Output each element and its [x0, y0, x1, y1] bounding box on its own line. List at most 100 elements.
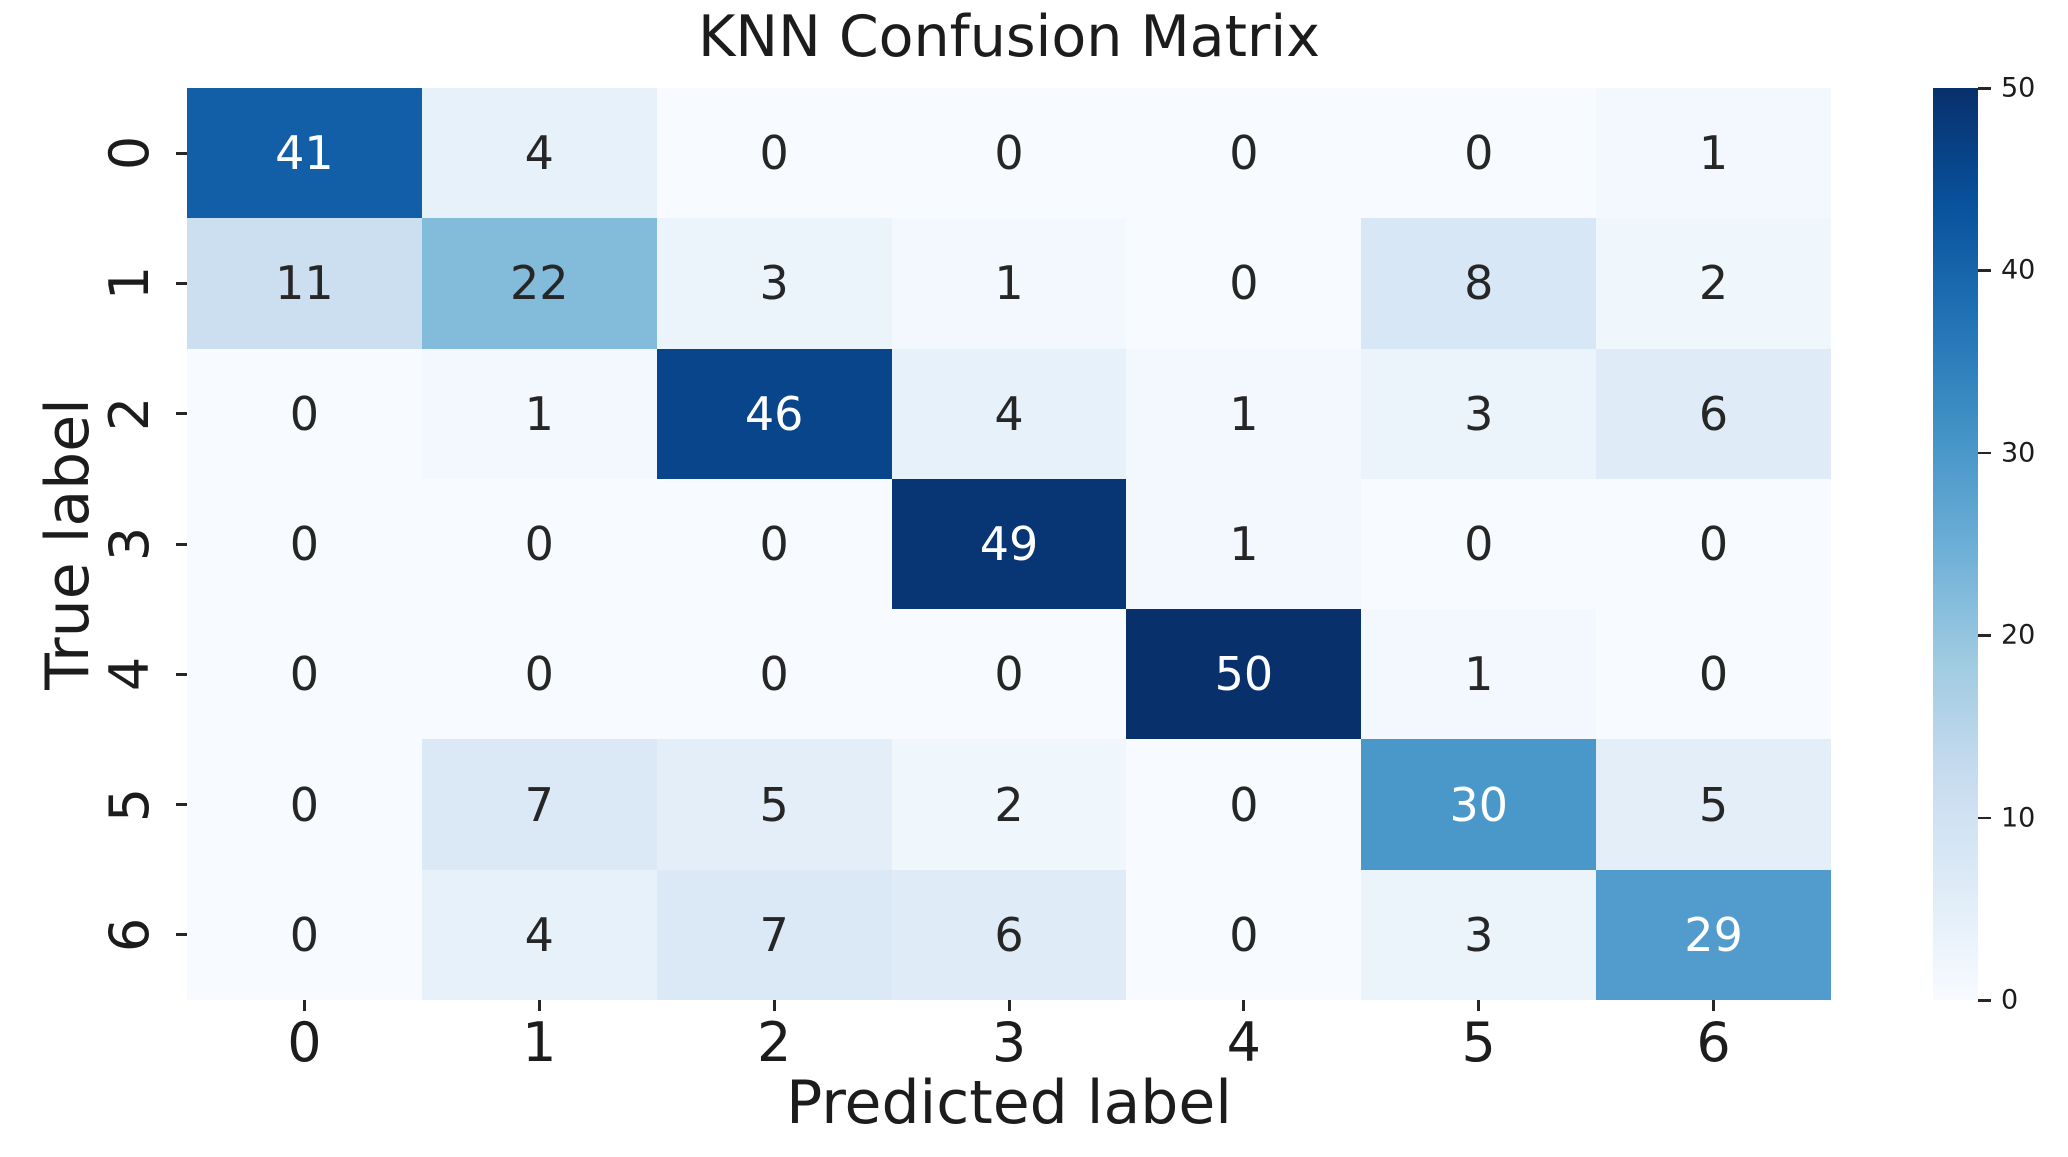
y-tick-label: 4: [98, 657, 161, 692]
heatmap-cell: 3: [656, 218, 892, 349]
heatmap-cell: 0: [891, 609, 1127, 740]
cell-annotation: 1: [1229, 386, 1259, 441]
cell-annotation: 0: [1698, 647, 1729, 702]
cell-annotation: 0: [289, 907, 320, 962]
heatmap-cell: 0: [1361, 88, 1597, 219]
cell-annotation: 29: [1684, 907, 1743, 962]
x-tick-mark: [1477, 1000, 1481, 1011]
y-tick-label: 2: [98, 396, 161, 431]
heatmap-cell: 1: [891, 218, 1127, 349]
heatmap-cell: 1: [1361, 609, 1597, 740]
x-tick-mark: [537, 1000, 541, 1011]
heatmap-cell: 0: [891, 88, 1127, 219]
cell-annotation: 2: [994, 777, 1024, 832]
x-tick-label: 3: [991, 1011, 1027, 1074]
cell-annotation: 0: [289, 516, 320, 571]
cell-annotation: 0: [524, 516, 554, 571]
heatmap-cell: 6: [891, 869, 1127, 1000]
x-tick-label: 2: [756, 1011, 792, 1074]
colorbar-tick-mark: [1978, 999, 1991, 1002]
cell-annotation: 11: [275, 256, 334, 311]
cell-annotation: 1: [1229, 516, 1259, 571]
cell-annotation: 3: [1464, 386, 1494, 441]
heatmap-cell: 1: [421, 348, 657, 479]
heatmap-cell: 0: [656, 88, 892, 219]
heatmap-cell: 3: [1361, 348, 1597, 479]
cell-annotation: 5: [1698, 777, 1729, 832]
cell-annotation: 3: [759, 256, 789, 311]
heatmap-cell: 29: [1596, 869, 1831, 1000]
heatmap-cell: 0: [1126, 218, 1362, 349]
cell-annotation: 22: [510, 256, 569, 311]
y-tick-label: 5: [98, 787, 161, 822]
cell-annotation: 7: [524, 777, 554, 832]
cell-annotation: 49: [979, 516, 1039, 571]
heatmap-cell: 4: [421, 88, 657, 219]
chart-title: KNN Confusion Matrix: [698, 4, 1320, 70]
heatmap-cell: 0: [1126, 739, 1362, 870]
cell-annotation: 1: [1464, 647, 1494, 702]
heatmap-cell: 49: [891, 478, 1127, 610]
y-tick-label: 3: [98, 526, 161, 562]
heatmap-cell: 46: [656, 348, 892, 479]
x-tick-mark: [1007, 1000, 1011, 1011]
cell-annotation: 4: [524, 907, 554, 962]
x-tick-mark: [1242, 1000, 1246, 1011]
heatmap-cell: 2: [891, 739, 1127, 870]
cell-annotation: 6: [994, 907, 1024, 962]
colorbar-tick-label: 50: [2001, 72, 2036, 104]
cell-annotation: 30: [1449, 777, 1508, 832]
cell-annotation: 0: [1464, 126, 1494, 181]
cell-annotation: 5: [759, 777, 789, 832]
x-axis-label: Predicted label: [786, 1068, 1232, 1138]
heatmap-cell: 22: [421, 218, 657, 349]
x-tick-mark: [1712, 1000, 1716, 1011]
x-tick-label: 0: [287, 1011, 322, 1074]
heatmap-grid: 41 4 0 0 0 0 1 11 22 3 1 0 8 2 0 1 46 4 1 3 6 0 0 0 49 1 0 0 0 0 0 0 50 1…: [187, 88, 1831, 1000]
heatmap-cell: 0: [1126, 869, 1362, 1000]
cell-annotation: 4: [524, 126, 554, 181]
heatmap-cell: 3: [1361, 869, 1597, 1000]
cell-annotation: 0: [289, 386, 320, 441]
heatmap-cell: 7: [656, 869, 892, 1000]
cell-annotation: 8: [1464, 256, 1494, 311]
heatmap-cell: 50: [1126, 609, 1362, 740]
y-tick-mark: [176, 933, 187, 937]
y-tick-label: 0: [98, 135, 161, 171]
x-tick-label: 6: [1696, 1011, 1731, 1074]
cell-annotation: 0: [1464, 516, 1494, 571]
heatmap-cell: 0: [421, 609, 657, 740]
colorbar-tick-mark: [1978, 634, 1991, 637]
heatmap-cell: 0: [187, 348, 422, 479]
y-tick-mark: [176, 542, 187, 546]
cell-annotation: 0: [759, 126, 789, 181]
cell-annotation: 2: [1698, 256, 1729, 311]
heatmap-cell: 0: [656, 478, 892, 610]
heatmap-cell: 4: [421, 869, 657, 1000]
heatmap-cell: 5: [1596, 739, 1831, 870]
cell-annotation: 1: [1698, 126, 1729, 181]
cell-annotation: 50: [1214, 647, 1274, 702]
heatmap-cell: 8: [1361, 218, 1597, 349]
heatmap-cell: 0: [656, 609, 892, 740]
heatmap-cell: 2: [1596, 218, 1831, 349]
heatmap-cell: 0: [421, 478, 657, 610]
cell-annotation: 0: [994, 126, 1024, 181]
colorbar-tick-label: 10: [2001, 802, 2036, 834]
colorbar-tick-label: 0: [2001, 984, 2019, 1016]
cell-annotation: 4: [994, 386, 1024, 441]
colorbar-tick-mark: [1978, 269, 1991, 272]
colorbar-tick-label: 40: [2001, 254, 2036, 286]
cell-annotation: 6: [1698, 386, 1729, 441]
cell-annotation: 41: [275, 126, 334, 181]
heatmap-cell: 0: [187, 478, 422, 610]
cell-annotation: 0: [524, 647, 554, 702]
cell-annotation: 0: [1229, 126, 1259, 181]
y-tick-mark: [176, 412, 187, 416]
cell-annotation: 0: [1229, 256, 1259, 311]
colorbar-tick-label: 20: [2001, 619, 2036, 651]
cell-annotation: 7: [759, 907, 789, 962]
heatmap-cell: 1: [1126, 478, 1362, 610]
y-tick-label: 6: [98, 917, 161, 953]
